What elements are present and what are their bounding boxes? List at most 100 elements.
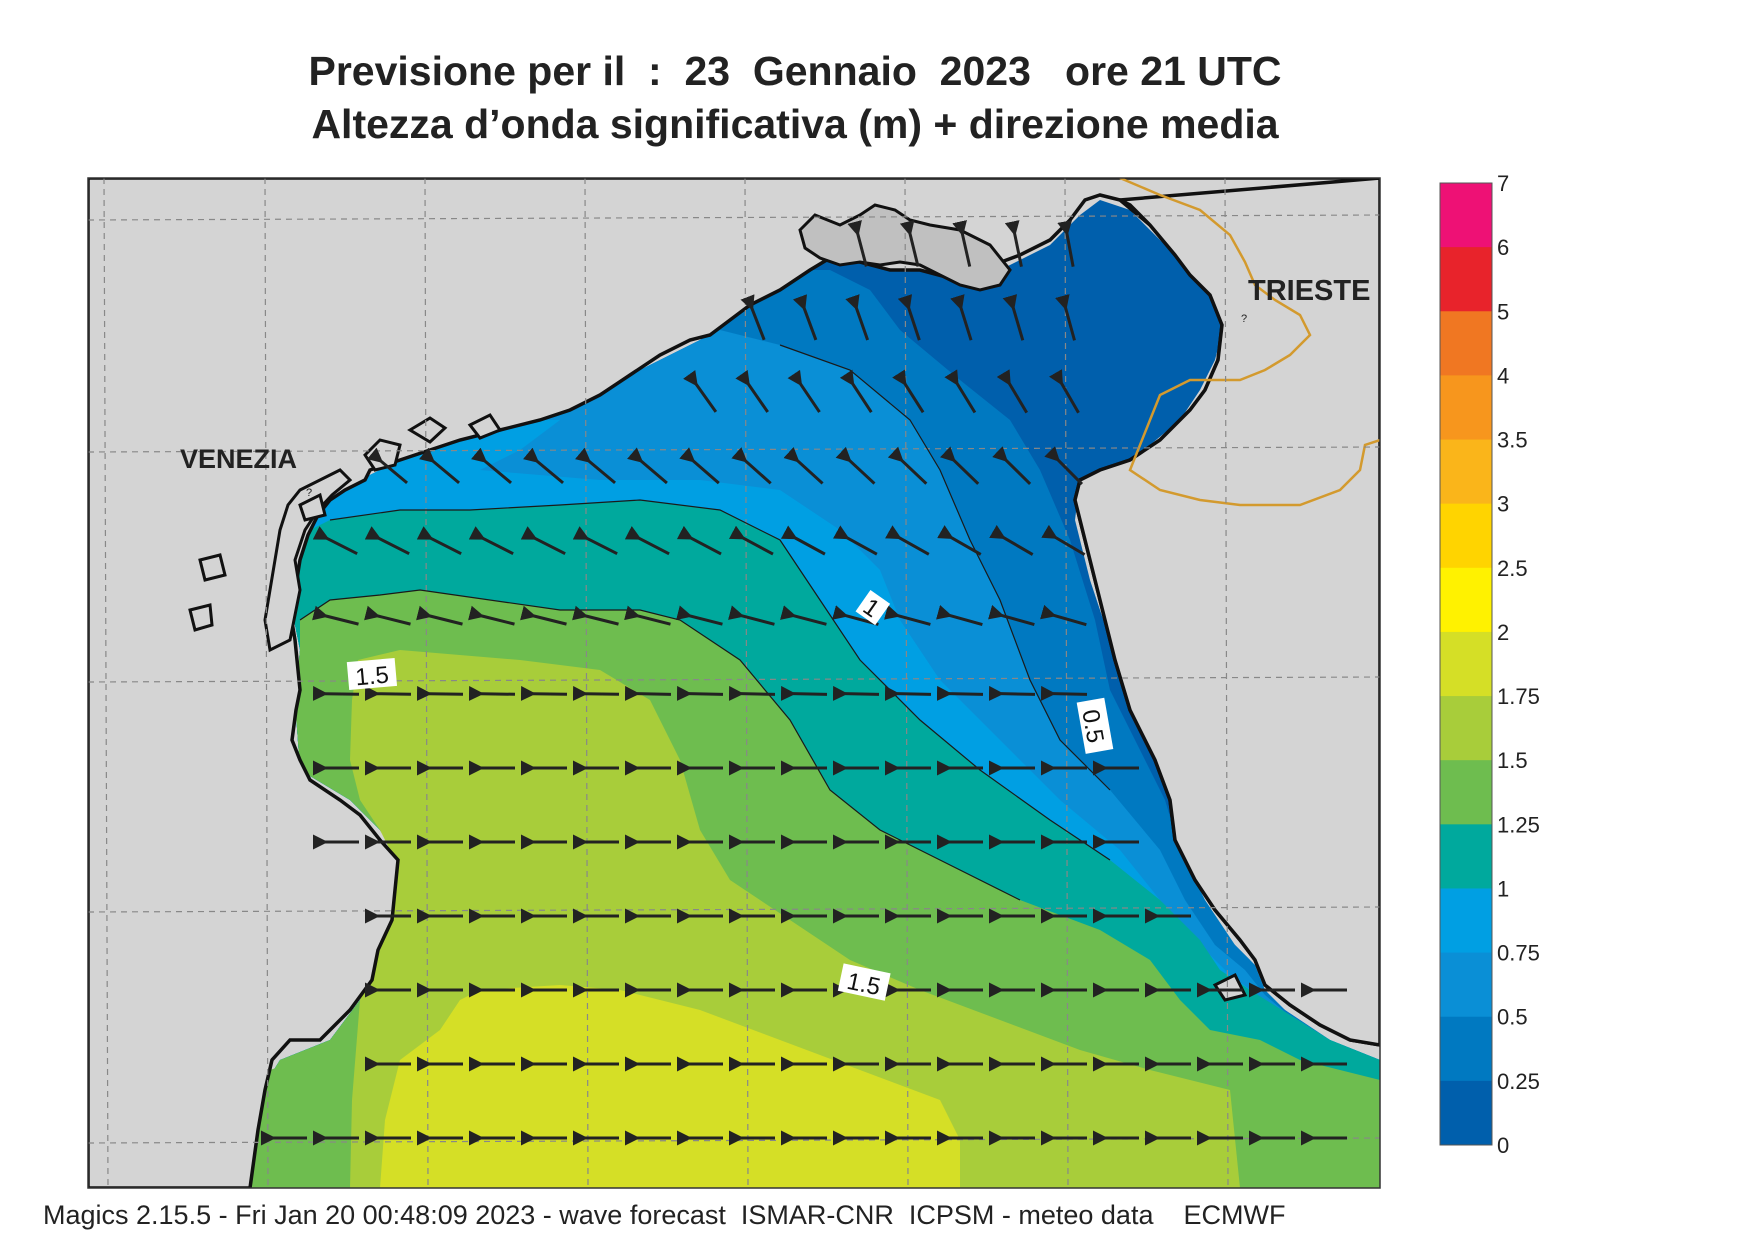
legend-tick-label: 1.25 xyxy=(1497,812,1540,837)
legend-tick-label: 2.5 xyxy=(1497,556,1528,581)
legend-tick-label: 5 xyxy=(1497,299,1509,324)
legend-swatch xyxy=(1440,696,1492,761)
wave-arrow xyxy=(364,685,412,701)
wave-arrow xyxy=(364,526,410,556)
wave-arrow xyxy=(1041,524,1086,556)
wave-arrow xyxy=(418,447,461,485)
wave-arrow xyxy=(312,526,358,556)
legend-tick-label: 1.75 xyxy=(1497,684,1540,709)
wave-arrow xyxy=(780,525,826,556)
wave-arrow xyxy=(416,526,462,556)
wave-arrow xyxy=(884,605,931,626)
wave-arrow xyxy=(783,446,824,485)
wave-arrow xyxy=(468,605,515,626)
wave-arrow xyxy=(835,446,876,485)
wave-arrow xyxy=(885,525,930,556)
wave-arrow xyxy=(845,294,870,341)
legend-swatch xyxy=(1440,631,1492,697)
wave-arrow xyxy=(627,447,668,485)
wave-arrow xyxy=(988,685,1036,701)
place-label-venezia: VENEZIA xyxy=(180,444,297,474)
legend-tick-label: 1.5 xyxy=(1497,748,1528,773)
svg-text:0.5: 0.5 xyxy=(1076,707,1108,745)
legend-swatch xyxy=(1440,1016,1492,1082)
legend-tick-label: 0 xyxy=(1497,1133,1509,1158)
contour-1 xyxy=(329,499,1111,861)
wave-arrow xyxy=(676,525,722,556)
wave-arrow xyxy=(939,446,980,485)
wave-arrow xyxy=(1040,604,1087,627)
wave-arrow xyxy=(847,220,868,267)
wave-arrow xyxy=(792,294,818,341)
wave-arrow xyxy=(572,605,619,626)
wave-arrow xyxy=(468,526,514,556)
wave-arrow xyxy=(892,369,925,414)
wave-arrow xyxy=(572,685,620,701)
wave-arrow xyxy=(952,220,972,267)
legend-tick-label: 7 xyxy=(1497,171,1509,196)
lagoon-island-2 xyxy=(407,416,448,444)
legend-swatch xyxy=(1440,824,1492,889)
wave-arrow xyxy=(728,605,775,626)
lagoon-island-3 xyxy=(467,413,503,440)
wave-arrow xyxy=(992,446,1032,486)
graticule xyxy=(88,178,1380,1188)
wave-arrow xyxy=(996,369,1029,414)
contour-label-1.5-west: 1.5 xyxy=(346,657,398,692)
wave-arrow xyxy=(676,685,724,701)
wave-arrow xyxy=(676,605,723,626)
island-se xyxy=(1212,972,1248,1002)
wave-arrow xyxy=(936,685,984,701)
wave-arrow xyxy=(522,447,565,485)
wave-arrow xyxy=(520,526,566,556)
wave-arrow xyxy=(897,294,921,341)
wave-arrow xyxy=(780,605,827,626)
footer-credits: Magics 2.15.5 - Fri Jan 20 00:48:09 2023… xyxy=(43,1200,1286,1230)
wave-arrow xyxy=(679,447,720,485)
legend-tick-label: 0.5 xyxy=(1497,1005,1528,1030)
wave-arrow xyxy=(624,526,670,556)
wave-arrow xyxy=(364,605,411,626)
wave-arrow xyxy=(1002,294,1025,341)
wave-arrow xyxy=(1004,220,1023,267)
wave-arrow xyxy=(416,685,464,701)
wave-arrow xyxy=(416,605,463,626)
legend-tick-label: 1 xyxy=(1497,876,1509,901)
legend-tick-label: 0.75 xyxy=(1497,941,1540,966)
wave-arrow xyxy=(989,524,1034,556)
wave-arrow xyxy=(988,604,1035,627)
lagoon-island-6 xyxy=(188,603,214,632)
lagoon-island-5 xyxy=(198,553,227,582)
wave-arrow xyxy=(887,446,928,485)
legend-tick-label: 3.5 xyxy=(1497,428,1528,453)
wave-arrow xyxy=(787,369,821,413)
wave-direction-arrows xyxy=(261,220,1347,1146)
wave-arrow xyxy=(728,685,776,701)
trieste-marker: ? xyxy=(1241,313,1247,325)
wave-arrow xyxy=(312,605,359,626)
legend-swatch xyxy=(1440,247,1492,312)
wave-arrow xyxy=(468,685,516,701)
wave-arrow xyxy=(1057,220,1075,267)
wave-arrow xyxy=(832,525,878,556)
legend-frame xyxy=(1439,182,1493,1146)
wave-arrow xyxy=(899,220,920,267)
legend-swatch xyxy=(1440,888,1492,954)
map-title: Previsione per il : 23 Gennaio 2023 ore … xyxy=(308,48,1282,94)
wave-arrow xyxy=(470,447,513,485)
wave-arrow xyxy=(520,685,568,701)
legend-tick-label: 6 xyxy=(1497,235,1509,260)
legend-tick-label: 2 xyxy=(1497,620,1509,645)
legend-swatch xyxy=(1440,567,1492,633)
map-subtitle: Altezza d’onda significativa (m) + direz… xyxy=(311,101,1279,147)
wave-arrow xyxy=(624,605,671,626)
legend-swatch xyxy=(1440,311,1492,376)
legend-tick-label: 4 xyxy=(1497,363,1509,388)
wave-arrow xyxy=(1055,294,1076,341)
legend-swatch xyxy=(1440,1080,1492,1146)
national-border xyxy=(1119,178,1380,507)
contour-label-0.5: 0.5 xyxy=(1076,697,1114,754)
svg-text:1.5: 1.5 xyxy=(354,662,390,692)
legend-tick-label: 3 xyxy=(1497,492,1509,517)
